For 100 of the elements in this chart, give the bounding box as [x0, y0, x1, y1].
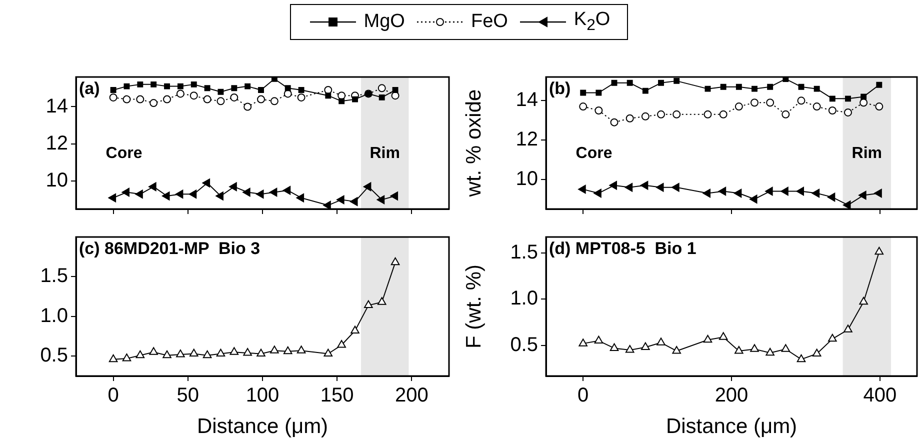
annotation: Core [576, 144, 612, 162]
point [270, 346, 279, 354]
point [176, 90, 184, 98]
point [845, 96, 851, 102]
point [579, 102, 588, 111]
point [594, 336, 604, 344]
point [256, 348, 266, 357]
point [108, 354, 118, 362]
y-axis-title: wt. % oxide [462, 89, 486, 198]
point [337, 340, 346, 348]
x-axis-title: Distance (μm) [666, 415, 798, 438]
point [363, 182, 372, 192]
point [703, 334, 712, 343]
y-tick-label: 0.5 [510, 334, 538, 356]
point [858, 190, 866, 200]
point [812, 188, 820, 198]
point [122, 354, 132, 362]
point [216, 97, 225, 106]
point [350, 326, 360, 334]
point [704, 110, 712, 118]
point [657, 110, 666, 118]
annotation: Rim [370, 144, 400, 162]
x-axis-title: Distance (μm) [196, 415, 328, 438]
point [780, 186, 788, 196]
point [750, 344, 759, 352]
chart-title: (d) MPT08-5 Bio 1 [549, 239, 696, 258]
point [242, 188, 250, 197]
point [175, 190, 184, 199]
point [596, 90, 602, 96]
point [282, 186, 291, 195]
y-tick-label: 14 [516, 89, 538, 112]
point [656, 182, 664, 192]
point [672, 182, 680, 192]
point [122, 95, 131, 104]
point [390, 257, 400, 266]
point [108, 193, 116, 202]
point [296, 346, 306, 354]
point [204, 85, 210, 92]
point [578, 338, 588, 346]
point [611, 80, 618, 86]
point [203, 95, 212, 104]
annotation: Rim [852, 144, 882, 162]
point [718, 332, 728, 340]
point [230, 93, 238, 102]
point [137, 81, 144, 88]
point [136, 95, 144, 104]
point [325, 92, 332, 99]
point [812, 348, 822, 357]
point [828, 106, 836, 114]
point [176, 350, 185, 358]
chart-title: (b) [549, 79, 571, 98]
point [244, 83, 251, 90]
point [190, 92, 198, 100]
y-tick-label: 14 [46, 95, 68, 118]
y-tick-label: 0.5 [40, 344, 68, 367]
point [135, 190, 143, 199]
point [876, 82, 882, 88]
point [736, 84, 742, 90]
point [594, 106, 603, 114]
point [188, 190, 197, 199]
point [243, 348, 252, 356]
point [860, 98, 868, 107]
point [796, 354, 806, 362]
point [324, 348, 333, 357]
y-tick-label: 10 [516, 168, 538, 190]
x-tick-label: 150 [320, 384, 354, 407]
point [814, 86, 820, 92]
point [122, 188, 130, 197]
point [641, 342, 650, 350]
point [626, 80, 633, 86]
y-tick-label: 12 [516, 128, 538, 151]
point [136, 350, 145, 358]
point [875, 102, 884, 111]
point [874, 188, 882, 198]
x-tick-label: 400 [863, 384, 897, 407]
point [844, 324, 852, 332]
point [216, 348, 226, 357]
point [163, 95, 172, 104]
point [829, 96, 836, 102]
point [860, 94, 867, 100]
legend-label: MgO [364, 11, 405, 33]
x-tick-label: 100 [246, 384, 280, 407]
point [641, 112, 650, 120]
point [720, 84, 726, 90]
point [162, 192, 170, 200]
point [296, 193, 304, 202]
point [148, 182, 156, 192]
point [269, 188, 278, 197]
point [765, 186, 773, 196]
point [164, 83, 170, 90]
chart-title: (c) 86MD201-MP Bio 3 [79, 239, 260, 258]
point [734, 188, 742, 198]
point [350, 197, 358, 206]
point [378, 84, 386, 92]
point [782, 110, 790, 118]
legend-label: FeO [470, 11, 508, 33]
point [766, 98, 774, 107]
point [230, 347, 239, 355]
point [352, 96, 358, 102]
point [150, 81, 157, 88]
